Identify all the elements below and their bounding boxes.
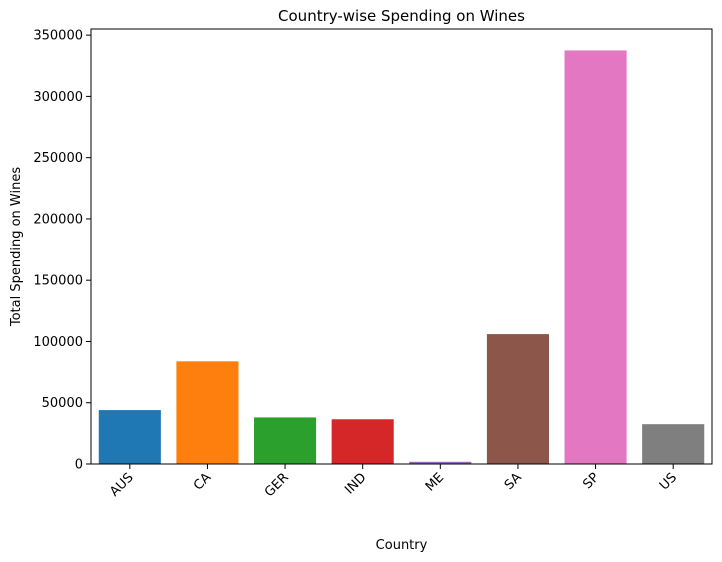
bar-aus	[98, 410, 161, 464]
bar-sp	[564, 50, 627, 464]
y-tick-label: 150000	[33, 274, 83, 289]
x-tick-label: CA	[191, 470, 214, 493]
x-tick-label: IND	[342, 470, 369, 497]
x-tick-label: ME	[423, 470, 447, 494]
y-tick-label: 250000	[33, 151, 83, 166]
x-axis: AUS CA GER IND ME SA SP US	[107, 464, 680, 500]
bar-me	[409, 461, 472, 464]
y-axis-label: Total Spending on Wines	[9, 167, 24, 327]
bar-ind	[331, 419, 394, 464]
x-tick-label: SP	[580, 470, 602, 492]
bar-sa	[486, 334, 549, 464]
chart-title: Country-wise Spending on Wines	[278, 7, 525, 25]
y-tick-label: 50000	[42, 396, 83, 411]
x-tick-label: AUS	[107, 470, 136, 499]
x-tick-label: GER	[262, 470, 292, 500]
x-axis-label: Country	[376, 538, 428, 553]
y-tick-label: 0	[75, 458, 83, 473]
y-tick-label: 100000	[33, 335, 83, 350]
plot-frame	[90, 28, 713, 465]
y-tick-label: 300000	[33, 90, 83, 105]
bars-group	[98, 50, 705, 464]
y-axis: 0 50000 100000 150000 200000 250000 300000 3500…	[33, 29, 91, 473]
y-tick-label: 200000	[33, 212, 83, 227]
bar-ca	[176, 361, 239, 464]
bar-us	[642, 424, 705, 464]
bar-ger	[254, 417, 317, 464]
x-tick-label: US	[657, 470, 680, 493]
y-tick-label: 350000	[33, 29, 83, 44]
x-tick-label: SA	[502, 470, 525, 493]
